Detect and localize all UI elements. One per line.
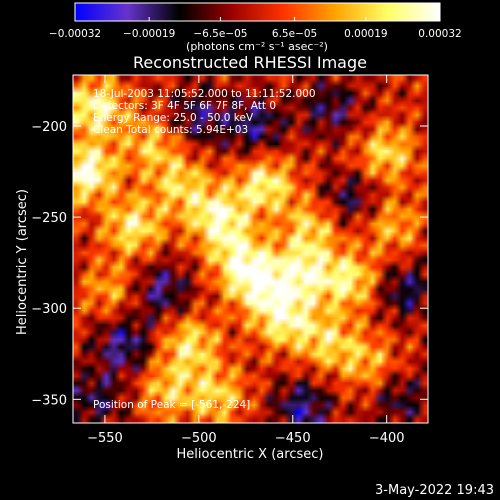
x-tick-label: −400 [369, 431, 405, 446]
x-tick-label: −500 [181, 431, 217, 446]
colorbar-tick-label: −0.00032 [49, 28, 101, 40]
y-tick-label: −300 [31, 302, 67, 317]
annotation-clean-counts: Clean Total counts: 5.94E+03 [93, 124, 248, 136]
colorbar-unit-label: (photons cm⁻² s⁻¹ asec⁻²) [186, 40, 328, 53]
colorbar-bar [74, 2, 441, 22]
colorbar-tick-label: −6.5e−05 [193, 28, 247, 40]
y-tick-label: −250 [31, 211, 67, 226]
x-axis: −550 −500 −450 −400 [87, 75, 405, 446]
x-axis-label: Heliocentric X (arcsec) [177, 447, 324, 462]
annotation-detectors: Detectors: 3F 4F 5F 6F 7F 8F, Att 0 [93, 100, 276, 112]
chart-title: Reconstructed RHESSI Image [133, 53, 367, 72]
plot-frame [72, 74, 429, 424]
colorbar: −0.00032 −0.00019 −6.5e−05 6.5e−05 0.00019 0.… [49, 2, 462, 53]
colorbar-ticks: −0.00032 −0.00019 −6.5e−05 6.5e−05 0.00019 0.… [49, 17, 462, 40]
y-axis-label: Heliocentric Y (arcsec) [15, 189, 30, 335]
footer-date: 3-May-2022 19:43 [375, 483, 494, 498]
heatmap-pixels [73, 75, 428, 423]
x-tick-label: −450 [275, 431, 311, 446]
x-tick-label: −550 [87, 431, 123, 446]
colorbar-tick-label: 6.5e−05 [272, 28, 317, 40]
annotation-energy-range: Energy Range: 25.0 - 50.0 keV [93, 112, 254, 124]
colorbar-tick-label: 0.00032 [418, 28, 461, 40]
colorbar-tick-label: 0.00019 [344, 28, 387, 40]
heatmap-image [73, 75, 428, 423]
observation-annotations: 18-Jul-2003 11:05:52.000 to 11:11:52.000… [93, 88, 316, 411]
y-tick-label: −200 [31, 120, 67, 135]
y-tick-label: −350 [31, 393, 67, 408]
annotation-time-range: 18-Jul-2003 11:05:52.000 to 11:11:52.000 [93, 88, 316, 100]
colorbar-tick-label: −0.00019 [123, 28, 175, 40]
y-axis: −350 −300 −250 −200 [31, 120, 428, 408]
annotation-peak-position: Position of Peak = [-561,-224] [93, 399, 250, 411]
